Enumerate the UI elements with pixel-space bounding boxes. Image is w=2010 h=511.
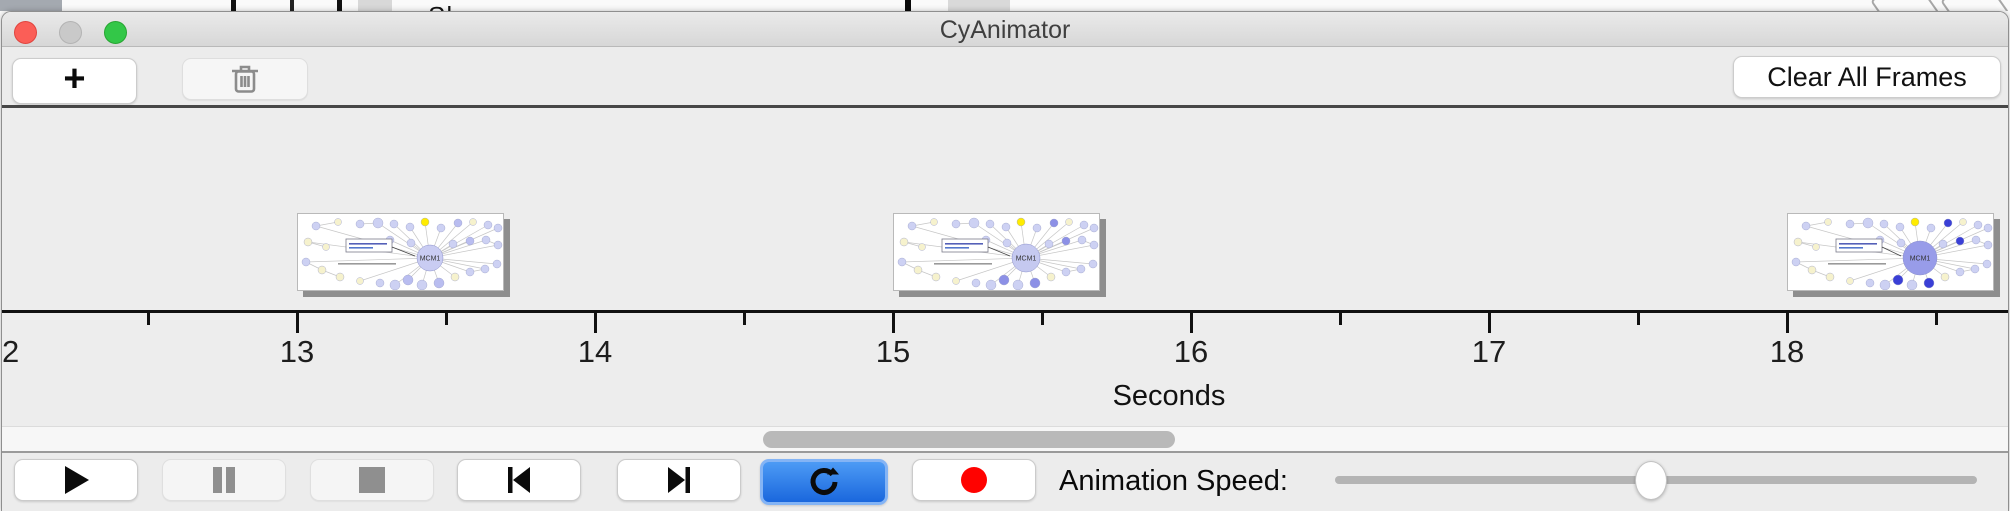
trash-icon	[230, 63, 260, 95]
loop-icon	[807, 465, 841, 499]
background-partial-text: Shape	[428, 1, 508, 11]
major-tick	[1488, 313, 1491, 333]
major-tick	[296, 313, 299, 333]
window-title: CyAnimator	[939, 16, 1071, 44]
major-tick	[1786, 313, 1789, 333]
background-fragment	[290, 0, 294, 11]
minimize-window-button[interactable]	[59, 21, 82, 44]
central-node-label: MCM1	[420, 256, 441, 263]
close-window-button[interactable]	[14, 21, 37, 44]
tick-label: 16	[1173, 334, 1209, 369]
central-node-label: MCM1	[1910, 256, 1931, 263]
frame-thumbnail[interactable]: MCM1	[1787, 213, 1994, 291]
frame-toolbar: + Clear All Frames	[2, 47, 2008, 108]
record-button[interactable]	[912, 459, 1036, 501]
tick-label: 18	[1769, 334, 1805, 369]
background-fragment	[231, 0, 236, 11]
clear-all-frames-button[interactable]: Clear All Frames	[1733, 56, 2001, 98]
background-fragment	[1870, 0, 1940, 11]
background-fragment	[358, 0, 392, 11]
loop-button[interactable]	[760, 459, 888, 505]
title-bar[interactable]: CyAnimator	[2, 12, 2008, 47]
major-tick	[1190, 313, 1193, 333]
add-frame-button[interactable]: +	[12, 58, 137, 104]
tick-label: 17	[1471, 334, 1507, 369]
record-icon	[960, 466, 988, 494]
background-window-sliver: Shape	[0, 0, 2010, 11]
minor-tick	[445, 313, 448, 325]
skip-to-start-button[interactable]	[457, 459, 581, 501]
pause-icon	[210, 466, 238, 494]
minor-tick	[1935, 313, 1938, 325]
cyanimator-window: CyAnimator + Clear Al	[1, 11, 2009, 511]
minor-tick	[1339, 313, 1342, 325]
play-icon	[61, 464, 91, 496]
minor-tick	[1637, 313, 1640, 325]
major-tick	[594, 313, 597, 333]
divider	[2, 451, 2008, 453]
background-fragment	[1940, 0, 2010, 11]
minor-tick	[147, 313, 150, 325]
stop-icon	[359, 467, 385, 493]
plus-icon: +	[63, 58, 86, 100]
skip-to-end-button[interactable]	[617, 459, 741, 501]
background-fragment	[948, 0, 1010, 11]
background-fragment	[905, 0, 911, 11]
play-button[interactable]	[14, 459, 138, 501]
animation-speed-label: Animation Speed:	[1059, 465, 1288, 497]
minor-tick	[1041, 313, 1044, 325]
tick-label-partial: 2	[2, 334, 20, 369]
background-fragment	[0, 0, 62, 11]
tick-label: 14	[577, 334, 613, 369]
central-node-label: MCM1	[1016, 256, 1037, 263]
clear-all-frames-label: Clear All Frames	[1767, 61, 1967, 92]
tick-label: 13	[279, 334, 315, 369]
delete-frame-button[interactable]	[182, 58, 308, 100]
timeline[interactable]: 2 13 14 15 16 17 18 Seconds MCM1 MCM1 MCM1	[2, 108, 2008, 426]
playback-controls: Animation Speed:	[2, 453, 2008, 511]
stop-button[interactable]	[310, 459, 434, 501]
seconds-axis-caption: Seconds	[1112, 380, 1226, 412]
minor-tick	[743, 313, 746, 325]
tick-label: 15	[875, 334, 911, 369]
skip-to-start-icon	[506, 466, 532, 494]
animation-speed-slider-thumb[interactable]	[1634, 461, 1667, 500]
frame-thumbnail[interactable]: MCM1	[893, 213, 1100, 291]
frame-thumbnail[interactable]: MCM1	[297, 213, 504, 291]
pause-button[interactable]	[162, 459, 286, 501]
timeline-axis	[2, 310, 2008, 313]
timeline-scrollbar[interactable]	[2, 426, 2008, 451]
scrollbar-thumb[interactable]	[763, 431, 1175, 448]
zoom-window-button[interactable]	[104, 21, 127, 44]
skip-to-end-icon	[666, 466, 692, 494]
major-tick	[892, 313, 895, 333]
background-fragment	[337, 0, 342, 11]
